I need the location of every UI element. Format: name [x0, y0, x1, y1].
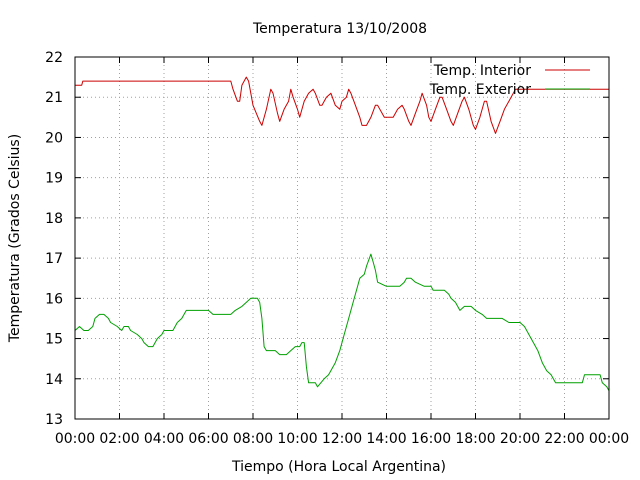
y-tick-label: 16 [45, 291, 63, 307]
x-tick-label: 04:00 [144, 431, 184, 447]
x-tick-label: 16:00 [411, 431, 451, 447]
x-tick-label: 08:00 [233, 431, 273, 447]
x-tick-label: 14:00 [366, 431, 406, 447]
legend: Temp. Interior Temp. Exterior [429, 63, 590, 98]
y-axis-title: Temperatura (Grados Celsius) [7, 134, 23, 343]
x-tick-label: 20:00 [500, 431, 540, 447]
x-tick-label: 22:00 [544, 431, 584, 447]
x-tick-label: 00:00 [55, 431, 95, 447]
grid-lines [75, 57, 609, 419]
chart-title: Temperatura 13/10/2008 [252, 21, 427, 37]
x-axis-title: Tiempo (Hora Local Argentina) [231, 459, 446, 475]
series-lines [74, 76, 610, 392]
y-tick-label: 18 [45, 211, 63, 227]
y-tick-label: 15 [45, 332, 63, 348]
series-line-temp-interior [75, 76, 609, 134]
y-tick-label: 21 [45, 90, 63, 106]
y-tick-label: 17 [45, 251, 63, 267]
x-tick-label: 10:00 [277, 431, 317, 447]
legend-label-exterior: Temp. Exterior [429, 82, 532, 98]
x-tick-label: 06:00 [188, 431, 228, 447]
series-line-temp-exterior [74, 253, 610, 392]
y-tick-label: 19 [45, 171, 63, 187]
y-tick-label: 20 [45, 130, 63, 146]
legend-label-interior: Temp. Interior [433, 63, 532, 79]
plot-frame [74, 56, 610, 420]
x-tick-label: 00:00 [589, 431, 629, 447]
y-axis-tick-labels: 13 14 15 16 17 18 19 20 21 22 [45, 50, 63, 428]
x-tick-label: 12:00 [322, 431, 362, 447]
x-axis-tick-labels: 00:00 02:00 04:00 06:00 08:00 10:00 12:00 14:00… [55, 431, 629, 447]
y-tick-label: 14 [45, 372, 63, 388]
x-tick-label: 18:00 [455, 431, 495, 447]
x-tick-label: 02:00 [99, 431, 139, 447]
y-tick-label: 22 [45, 50, 63, 66]
y-tick-label: 13 [45, 412, 63, 428]
